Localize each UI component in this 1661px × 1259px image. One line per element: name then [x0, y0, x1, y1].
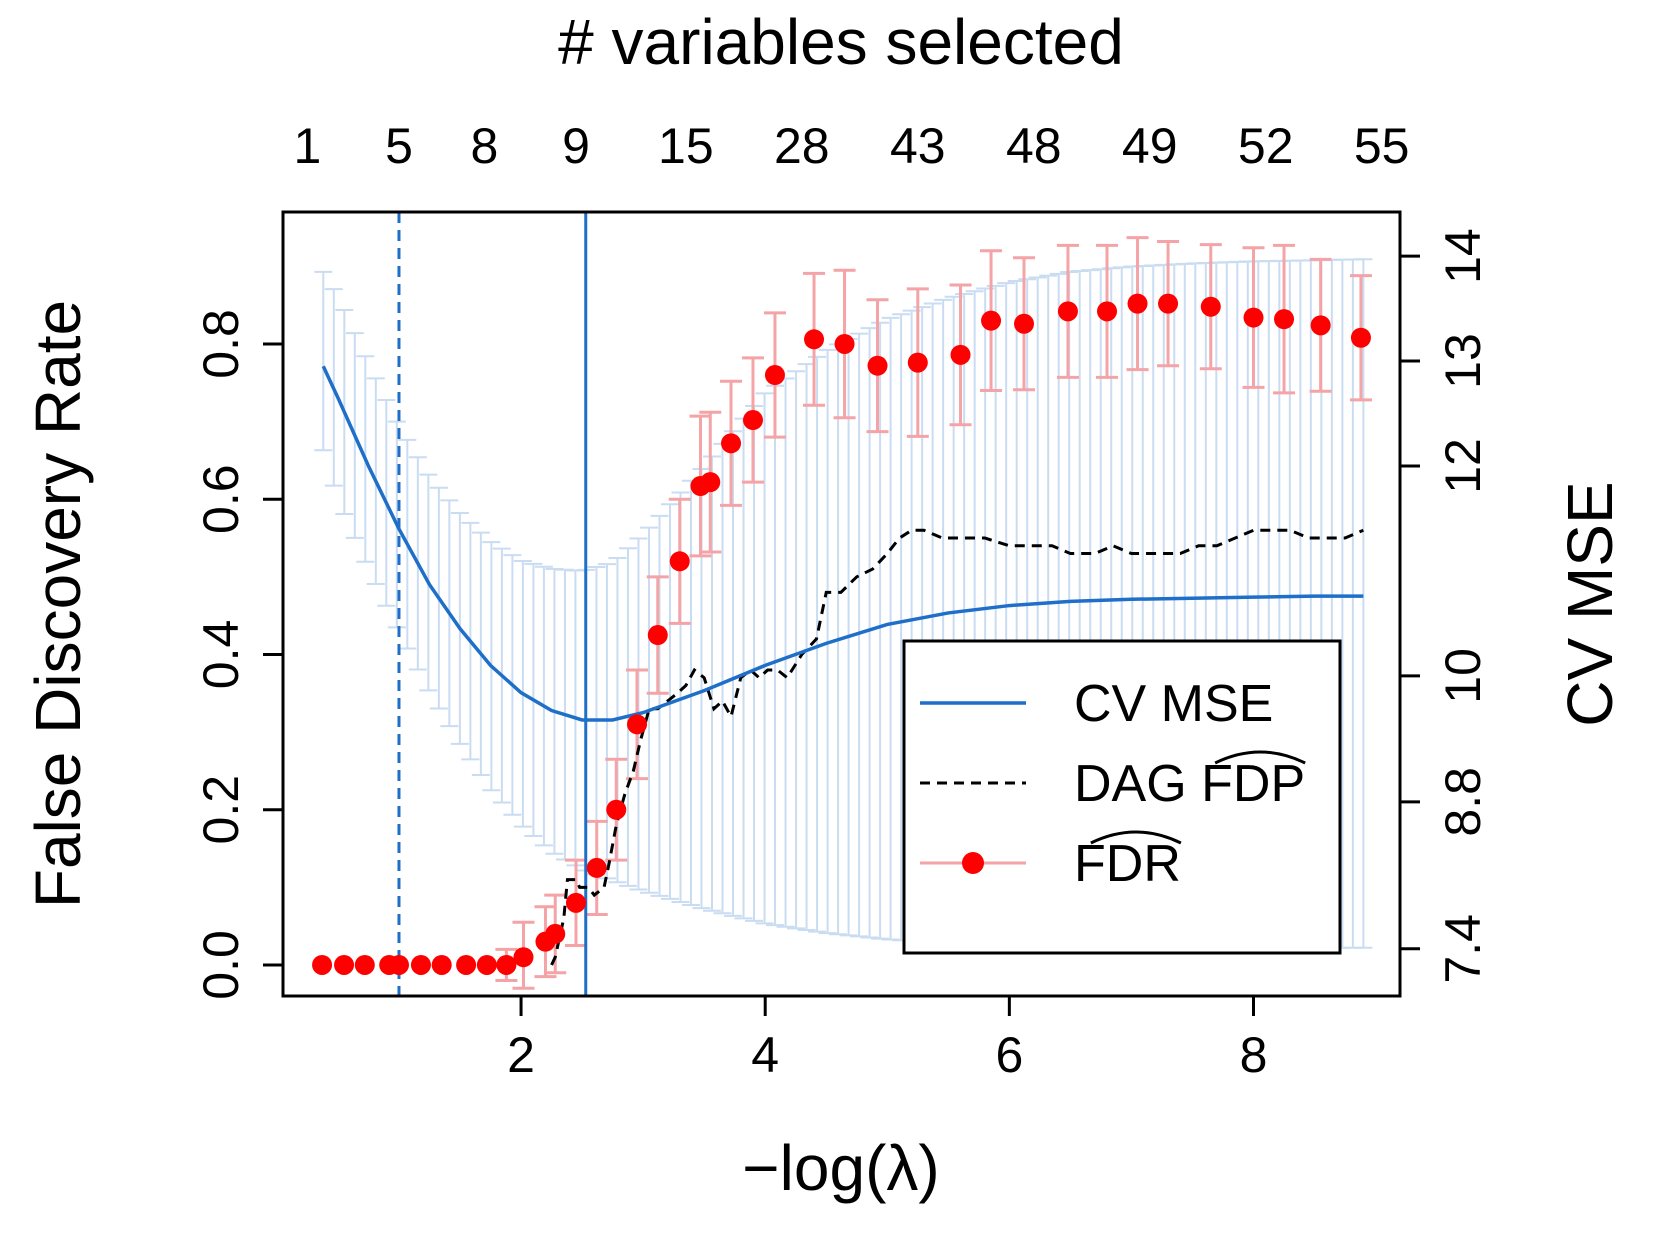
- fdr-point: [431, 954, 452, 975]
- top-tick-label: 15: [658, 118, 714, 174]
- top-tick-label: 43: [890, 118, 946, 174]
- fdr-point: [742, 410, 763, 431]
- top-tick-label: 5: [385, 118, 413, 174]
- fdr-point: [1057, 301, 1078, 322]
- fdr-point: [627, 714, 648, 735]
- fdr-point: [1158, 293, 1179, 314]
- fdr-point: [1014, 313, 1035, 334]
- right-y-tick-label: 10: [1435, 648, 1491, 704]
- legend-label: CV MSE: [1074, 675, 1273, 733]
- fdr-point: [606, 799, 627, 820]
- left-y-axis-label: False Discovery Rate: [22, 300, 94, 908]
- left-y-tick-label: 0.4: [193, 620, 249, 690]
- fdr-point: [388, 954, 409, 975]
- fdr-point: [1274, 309, 1295, 330]
- fdr-point: [1243, 307, 1264, 328]
- legend-fdr-swatch-point: [962, 852, 984, 874]
- top-tick-label: 9: [562, 118, 590, 174]
- right-y-tick-label: 14: [1435, 228, 1491, 284]
- top-tick-label: 8: [471, 118, 499, 174]
- fdr-point: [700, 472, 721, 493]
- x-axis-label: −log(λ): [742, 1132, 939, 1204]
- fdr-point: [834, 333, 855, 354]
- top-tick-label: 49: [1122, 118, 1178, 174]
- legend-box: [902, 639, 1342, 955]
- fdr-point: [981, 310, 1002, 331]
- fdr-point: [410, 954, 431, 975]
- left-y-tick-label: 0.6: [193, 464, 249, 534]
- top-tick-label: 1: [294, 118, 322, 174]
- legend: CV MSE DAG FDP FDR: [902, 639, 1342, 955]
- legend-hat: [1090, 830, 1182, 845]
- fdr-point: [476, 954, 497, 975]
- right-y-tick-label: 8.8: [1435, 767, 1491, 837]
- top-tick-label: 55: [1354, 118, 1410, 174]
- fdr-point: [1127, 293, 1148, 314]
- fdr-point: [545, 923, 566, 944]
- fdr-point: [354, 954, 375, 975]
- fdr-point: [647, 625, 668, 646]
- left-y-tick-label: 0.2: [193, 775, 249, 845]
- x-tick-label: 8: [1240, 1027, 1268, 1083]
- x-tick-label: 4: [751, 1027, 779, 1083]
- fdr-point: [1350, 327, 1371, 348]
- fdr-point: [669, 551, 690, 572]
- top-tick-label: 48: [1006, 118, 1062, 174]
- fdr-point: [586, 857, 607, 878]
- legend-label: FDR: [1074, 835, 1181, 893]
- fdr-point: [764, 365, 785, 386]
- right-y-tick-label: 7.4: [1435, 914, 1491, 984]
- cv-mse-series: [321, 365, 1364, 722]
- plot-frame: [281, 210, 1402, 998]
- lambda-lines: [397, 212, 588, 996]
- fdr-point: [1097, 301, 1118, 322]
- fdr-point: [867, 355, 888, 376]
- fdr-point: [1200, 296, 1221, 317]
- fdr-series: [312, 293, 1371, 975]
- right-y-axis-label: CV MSE: [1554, 481, 1626, 726]
- x-tick-label: 6: [995, 1027, 1023, 1083]
- left-y-tick-label: 0.0: [193, 930, 249, 1000]
- fdr-point: [1310, 315, 1331, 336]
- x-tick-label: 2: [507, 1027, 535, 1083]
- left-y-tick-label: 0.8: [193, 309, 249, 379]
- fdr-point: [804, 329, 825, 350]
- fdr-point: [334, 954, 355, 975]
- top-tick-label: 52: [1238, 118, 1294, 174]
- fdr-point: [312, 954, 333, 975]
- fdr-point: [513, 947, 534, 968]
- cv-mse-line: [321, 365, 1364, 722]
- legend-label: DAG FDP: [1074, 755, 1305, 813]
- fdr-point: [721, 433, 742, 454]
- fdr-point: [456, 954, 477, 975]
- fdr-point: [565, 892, 586, 913]
- fdr-point: [496, 954, 517, 975]
- fdr-point: [907, 352, 928, 373]
- top-axis-title: # variables selected: [558, 6, 1124, 78]
- legend-hat: [1214, 750, 1306, 765]
- right-y-tick-label: 12: [1435, 438, 1491, 494]
- fdr-point: [950, 344, 971, 365]
- right-y-tick-label: 13: [1435, 333, 1491, 389]
- top-tick-label: 28: [774, 118, 830, 174]
